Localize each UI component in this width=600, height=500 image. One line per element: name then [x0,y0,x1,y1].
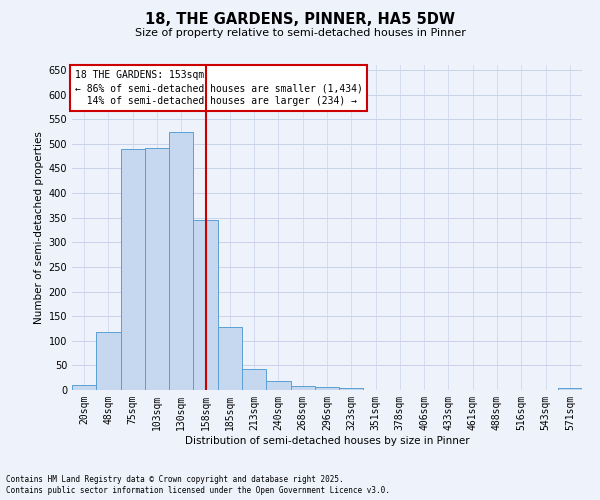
Bar [169,132,193,390]
Text: Contains public sector information licensed under the Open Government Licence v3: Contains public sector information licen… [6,486,390,495]
Bar [218,327,242,390]
Bar [193,220,218,390]
Bar [339,388,364,390]
Bar [315,386,339,390]
Bar [266,380,290,390]
Bar [290,386,315,390]
Bar [96,332,121,390]
Text: 18 THE GARDENS: 153sqm
← 86% of semi-detached houses are smaller (1,434)
  14% o: 18 THE GARDENS: 153sqm ← 86% of semi-det… [74,70,362,106]
Text: Contains HM Land Registry data © Crown copyright and database right 2025.: Contains HM Land Registry data © Crown c… [6,475,344,484]
X-axis label: Distribution of semi-detached houses by size in Pinner: Distribution of semi-detached houses by … [185,436,469,446]
Bar [121,148,145,390]
Y-axis label: Number of semi-detached properties: Number of semi-detached properties [34,131,44,324]
Bar [242,370,266,390]
Bar [145,148,169,390]
Bar [72,384,96,390]
Text: 18, THE GARDENS, PINNER, HA5 5DW: 18, THE GARDENS, PINNER, HA5 5DW [145,12,455,28]
Bar [558,388,582,390]
Text: Size of property relative to semi-detached houses in Pinner: Size of property relative to semi-detach… [134,28,466,38]
